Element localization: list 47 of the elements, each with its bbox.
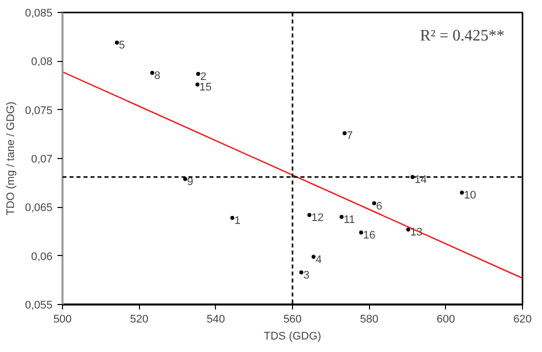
y-tick-label: 0,06	[31, 250, 53, 263]
x-tick-label: 520	[130, 314, 148, 326]
x-tick-label: 540	[206, 314, 226, 326]
y-tick-label: 0,055	[24, 300, 53, 312]
point	[195, 82, 200, 87]
y-tick-label: 0,085	[24, 8, 53, 20]
point	[359, 230, 364, 234]
annotation: 4	[316, 254, 322, 266]
point	[183, 176, 188, 181]
y-tick-label: 0,07	[31, 154, 53, 166]
x-tick-label: 600	[436, 314, 456, 326]
point	[114, 40, 119, 45]
y-axis-title: TDO (mg / tane / GDG)	[4, 102, 17, 216]
point	[230, 216, 234, 220]
point	[340, 214, 344, 219]
point	[299, 270, 304, 274]
annotation: 16	[363, 229, 376, 242]
x-tick-label: 620	[513, 314, 532, 326]
point	[460, 190, 464, 195]
x-tick-label: 580	[360, 314, 378, 326]
y-tick-label: 0,08	[31, 56, 53, 68]
annotation: R² = 0.425**	[420, 28, 505, 44]
annotation: 6	[376, 200, 382, 212]
x-axis-title: TDS (GDG)	[264, 330, 322, 342]
annotation: 14	[414, 174, 427, 186]
annotation: 5	[118, 40, 126, 52]
x-tick-label: 560	[283, 314, 302, 326]
point	[372, 201, 376, 206]
annotation: 1	[234, 214, 240, 227]
y-tick-label: 0,065	[24, 202, 53, 214]
y-tick-label: 0,075	[24, 104, 53, 117]
annotation: 9	[187, 176, 194, 188]
point	[406, 228, 410, 232]
point	[342, 131, 347, 136]
annotation: 8	[154, 70, 160, 82]
point	[312, 254, 316, 259]
annotation: 10	[464, 190, 476, 202]
annotation: 11	[344, 214, 355, 226]
annotation: 2	[200, 70, 206, 83]
annotation: 7	[346, 130, 353, 142]
annotation: 3	[303, 269, 310, 282]
annotation: 15	[199, 82, 212, 94]
annotation: 12	[311, 212, 324, 224]
x-tick-label: 500	[53, 314, 72, 326]
point	[307, 212, 312, 217]
point	[196, 72, 200, 76]
point	[150, 70, 154, 75]
